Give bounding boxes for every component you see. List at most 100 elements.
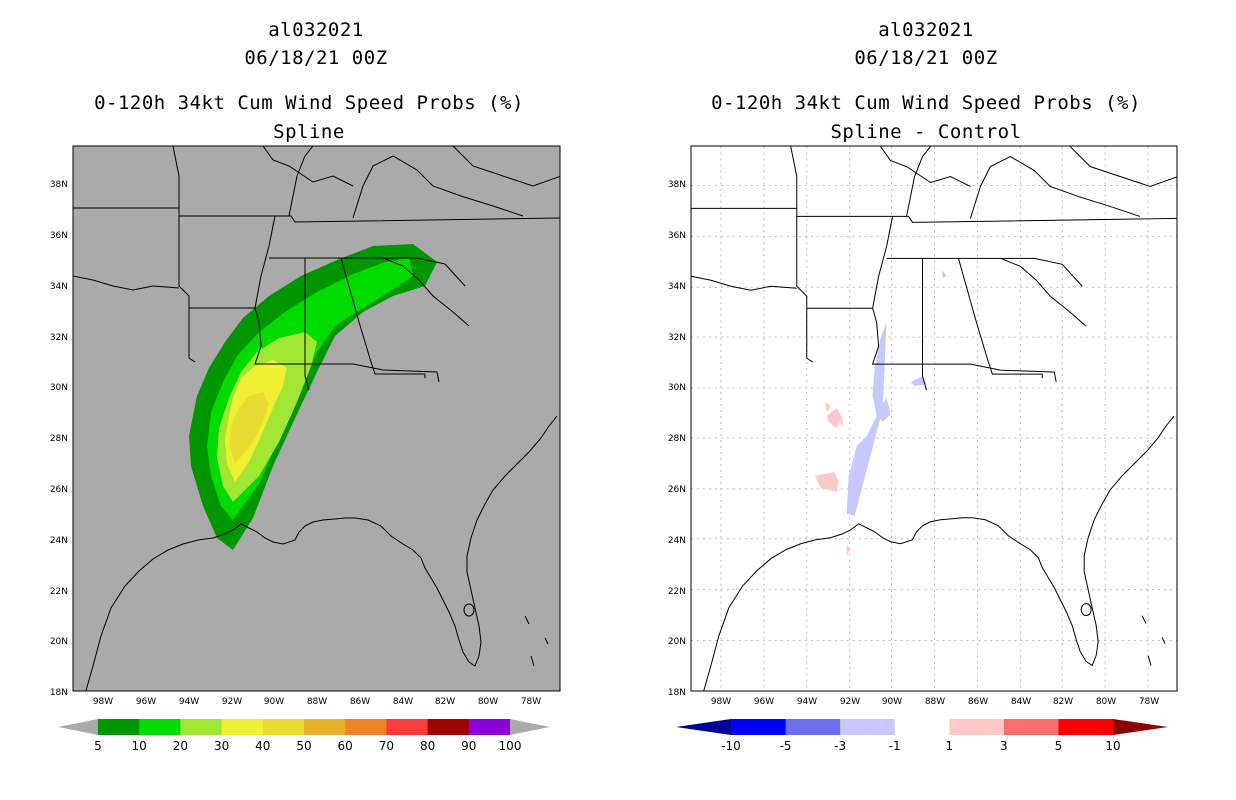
lat-label: 22N [668,587,686,597]
lat-label: 34N [50,282,68,292]
lat-label: 22N [50,587,68,597]
diff-neg-blob [848,441,871,506]
lat-label: 32N [50,333,68,343]
colorbar-label: 20 [173,739,188,753]
diff-pos-blob [846,543,851,556]
lat-label: 28N [50,434,68,444]
colorbar-swatch [427,719,470,735]
lat-label: 20N [50,637,68,647]
right-colorbar-high-arrow [1113,719,1168,735]
colorbar-label: 10 [132,739,147,753]
lat-label: 36N [50,231,68,241]
left-map [72,145,561,692]
lon-label: 90W [882,697,902,707]
colorbar-swatch [345,719,387,735]
colorbar-swatch [180,719,223,735]
lat-label: 36N [668,231,686,241]
prob-40-contour [229,392,269,464]
lon-label: 92W [222,697,242,707]
lon-label: 82W [1053,697,1073,707]
colorbar-swatch [1058,719,1114,735]
left-colorbar: 5 10 20 30 40 50 60 70 80 90 100 [58,719,550,753]
lat-label: 28N [668,434,686,444]
lon-label: 92W [840,697,860,707]
colorbar-swatch [386,719,429,735]
left-product-title: 0-120h 34kt Cum Wind Speed Probs (%) [94,92,524,114]
colorbar-label: 70 [379,739,394,753]
lat-label: 18N [50,688,68,698]
lon-label: 84W [1011,697,1031,707]
colorbar-label: -1 [889,739,901,753]
colorbar-label: 100 [499,739,522,753]
lat-label: 26N [50,485,68,495]
left-colorbar-low-arrow [58,719,98,735]
left-storm-id: al032021 [268,19,364,41]
colorbar-label: 40 [255,739,270,753]
lon-label: 78W [521,697,541,707]
colorbar-label: 80 [420,739,435,753]
right-product-title: 0-120h 34kt Cum Wind Speed Probs (%) [711,92,1141,114]
lon-label: 88W [925,697,945,707]
diff-pos-blob [836,416,843,428]
colorbar-label: -5 [780,739,792,753]
colorbar-label: -3 [834,739,846,753]
lon-label: 80W [1096,697,1116,707]
left-colorbar-high-arrow [510,719,550,735]
diff-neg-blob-north [910,376,927,387]
lat-label: 30N [668,383,686,393]
colorbar-swatch [1003,719,1059,735]
right-colorbar: -10 -5 -3 -1 1 3 5 10 [676,719,1168,753]
lon-label: 82W [435,697,455,707]
lon-label: 84W [393,697,413,707]
colorbar-swatch [221,719,264,735]
left-datetime: 06/18/21 00Z [244,47,388,69]
lon-label: 98W [93,697,113,707]
lat-label: 32N [668,333,686,343]
lat-label: 38N [668,180,686,190]
colorbar-swatch [139,719,181,735]
colorbar-label: 3 [1000,739,1008,753]
lon-label: 94W [179,697,199,707]
colorbar-label: 90 [461,739,476,753]
colorbar-label: 10 [1105,739,1120,753]
colorbar-swatch [840,719,896,735]
lon-label: 86W [350,697,370,707]
lon-label: 94W [797,697,817,707]
lat-label: 24N [668,536,686,546]
lat-label: 24N [50,536,68,546]
right-datetime: 06/18/21 00Z [854,47,998,69]
lon-label: 90W [264,697,284,707]
colorbar-swatch [785,719,841,735]
left-axis-ticks: 38N 36N 34N 32N 30N 28N 26N 24N 22N 20N … [50,180,541,707]
colorbar-label: 50 [296,739,311,753]
lon-label: 96W [136,697,156,707]
colorbar-swatch [304,719,346,735]
colorbar-swatch [731,719,787,735]
colorbar-label: -10 [721,739,741,753]
right-map [690,145,1178,692]
lon-label: 86W [968,697,988,707]
colorbar-swatch [468,719,511,735]
right-subtitle: Spline - Control [830,121,1022,143]
lon-label: 88W [307,697,327,707]
colorbar-label: 1 [945,739,953,753]
colorbar-label: 60 [338,739,353,753]
lon-label: 78W [1139,697,1159,707]
diff-neg-blob-dot [942,270,947,279]
left-subtitle: Spline [273,121,345,143]
colorbar-label: 30 [214,739,229,753]
diff-pos-blob [814,471,839,492]
lat-label: 20N [668,637,686,647]
colorbar-swatch [262,719,305,735]
lon-label: 80W [478,697,498,707]
lon-label: 96W [754,697,774,707]
colorbar-swatch [894,719,950,735]
right-axis-ticks: 38N 36N 34N 32N 30N 28N 26N 24N 22N 20N … [668,180,1159,707]
lon-label: 98W [711,697,731,707]
colorbar-label: 5 [94,739,102,753]
colorbar-label: 5 [1055,739,1063,753]
diff-neg-blob [876,398,891,422]
lat-label: 38N [50,180,68,190]
diff-pos-blob [826,408,843,428]
